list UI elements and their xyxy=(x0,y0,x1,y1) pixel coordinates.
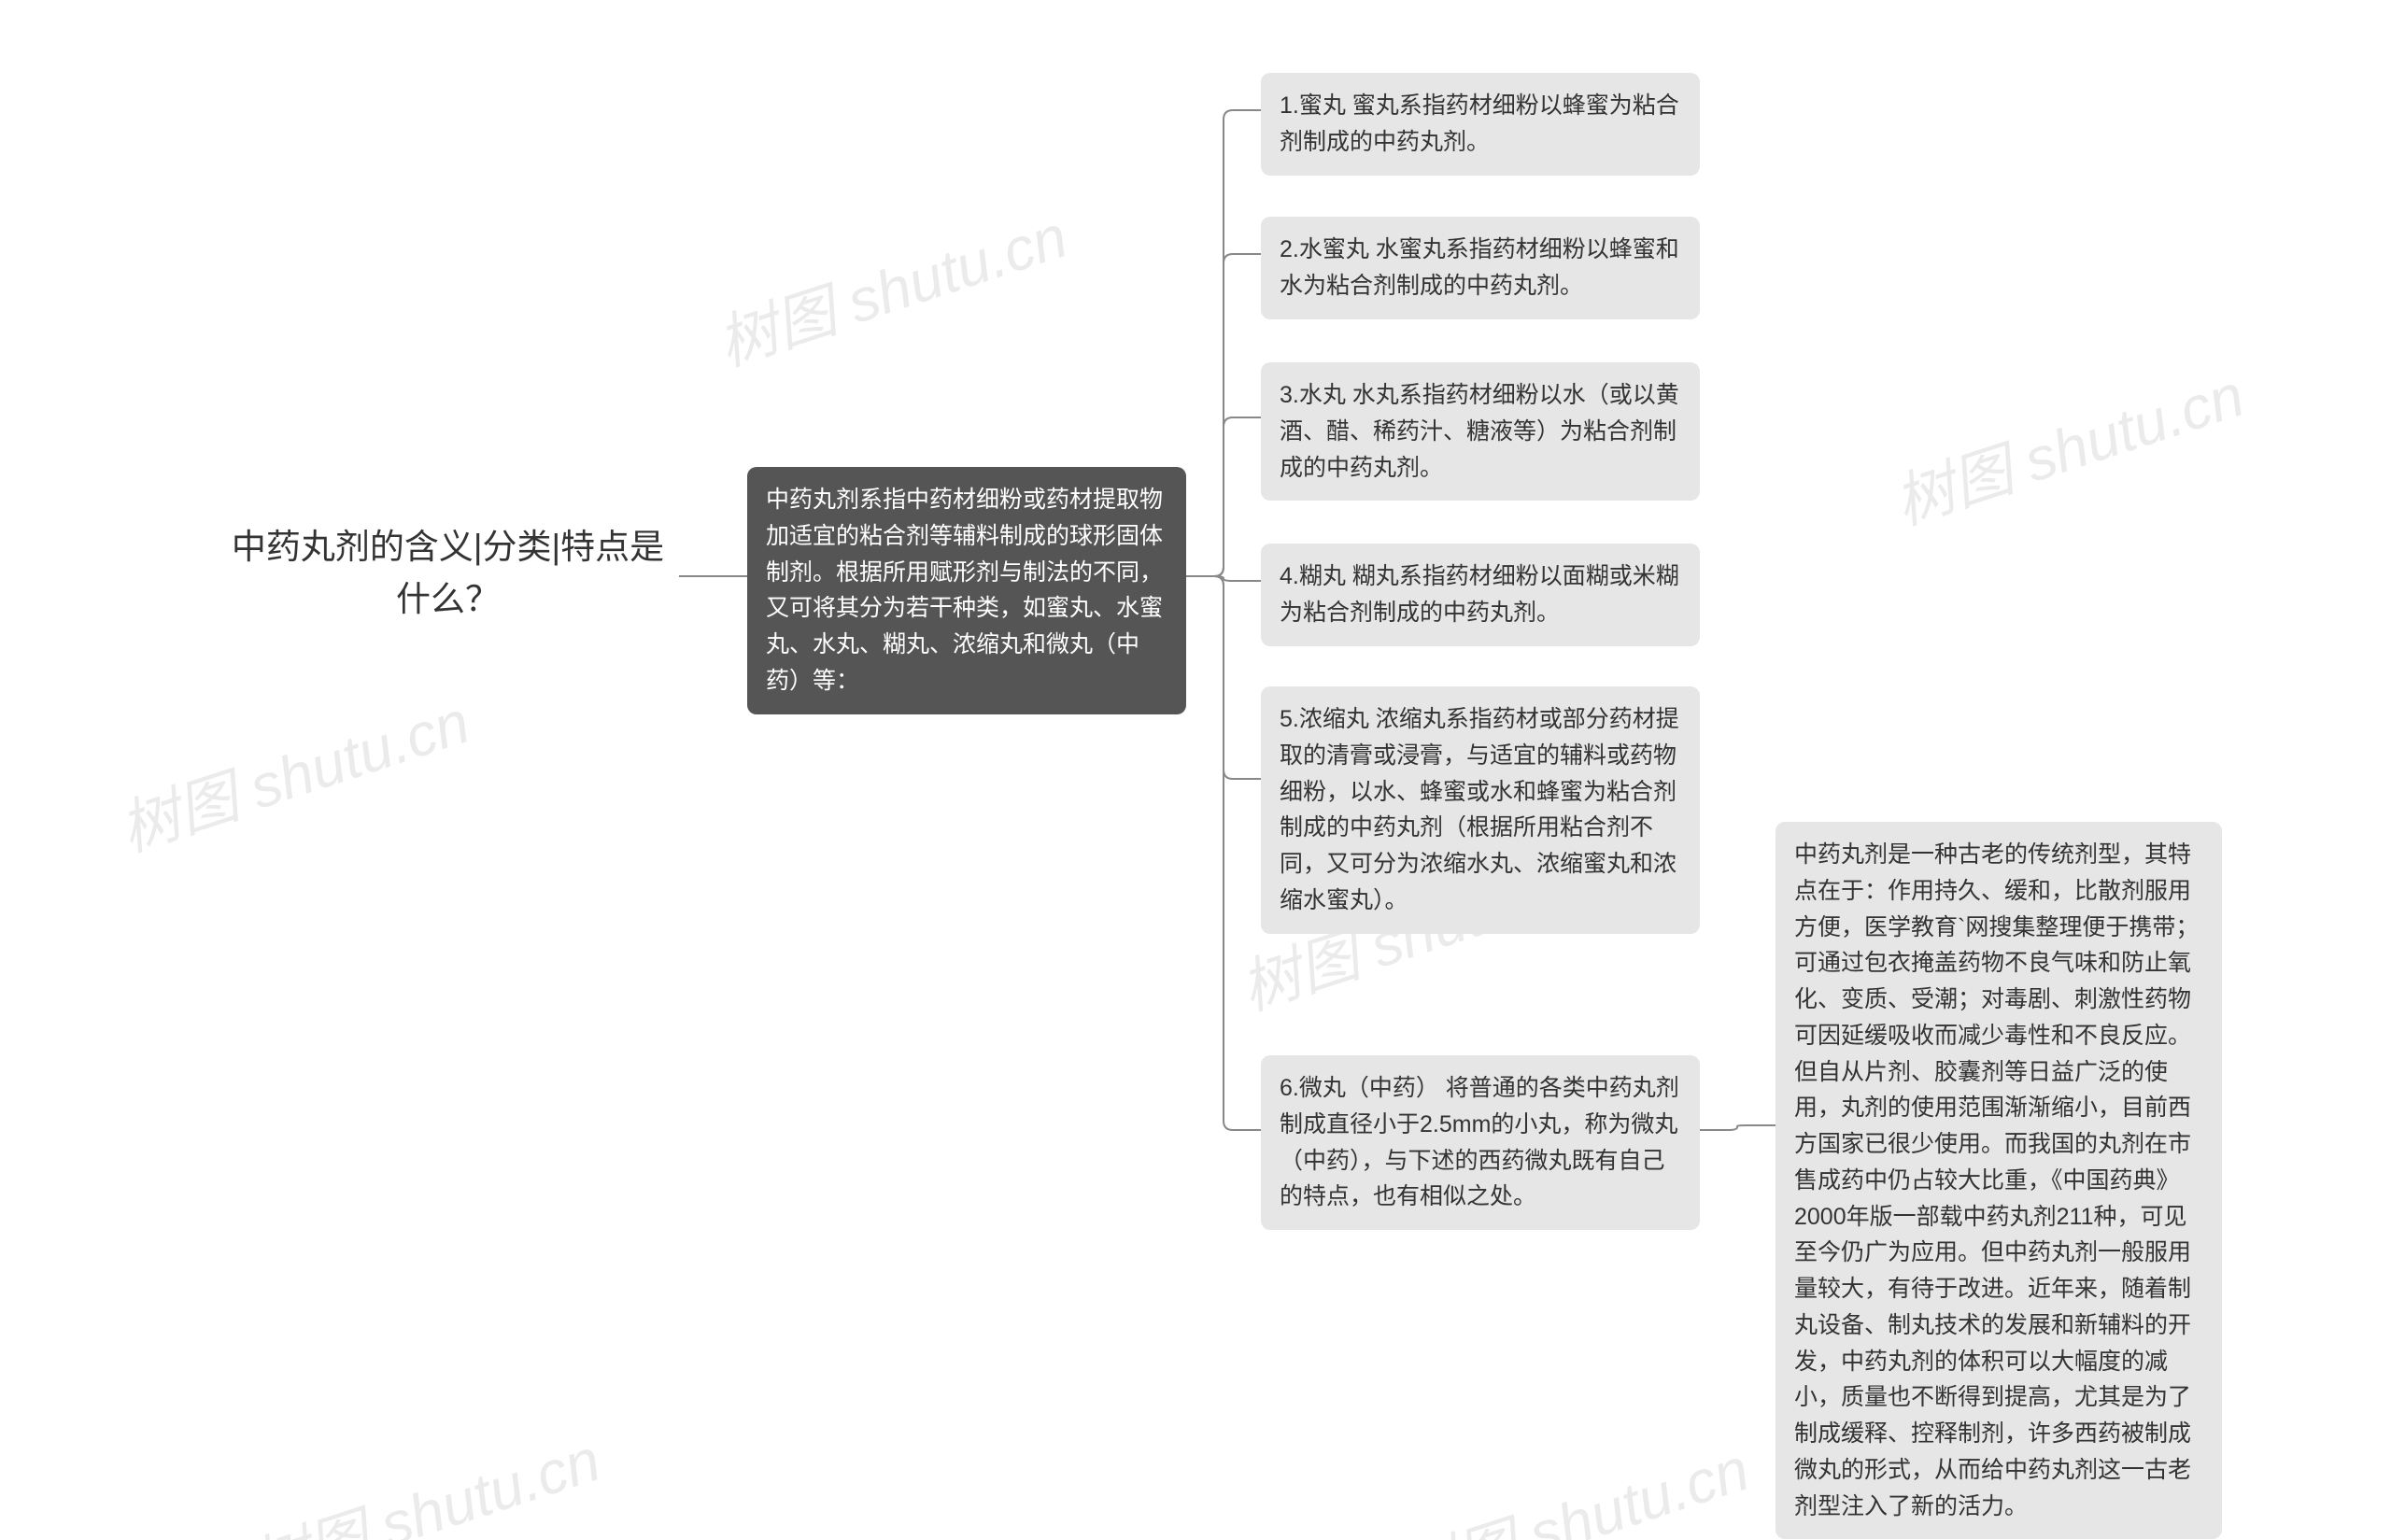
leaf6-detail-node: 中药丸剂是一种古老的传统剂型，其特点在于：作用持久、缓和，比散剂服用方便，医学教… xyxy=(1776,822,2222,1539)
root-node: 中药丸剂的含义|分类|特点是什么？ xyxy=(217,521,679,625)
watermark: 树图 shutu.cn xyxy=(1882,347,2253,541)
watermark: 树图 shutu.cn xyxy=(107,674,478,868)
watermark: 树图 shutu.cn xyxy=(238,1412,609,1540)
leaf-node-1: 1.蜜丸 蜜丸系指药材细粉以蜂蜜为粘合剂制成的中药丸剂。 xyxy=(1261,73,1700,176)
leaf-node-3: 3.水丸 水丸系指药材细粉以水（或以黄酒、醋、稀药汁、糖液等）为粘合剂制成的中药… xyxy=(1261,362,1700,501)
watermark: 树图 shutu.cn xyxy=(1387,1421,1758,1540)
leaf-node-2: 2.水蜜丸 水蜜丸系指药材细粉以蜂蜜和水为粘合剂制成的中药丸剂。 xyxy=(1261,217,1700,319)
leaf-node-6: 6.微丸（中药） 将普通的各类中药丸剂制成直径小于2.5mm的小丸，称为微丸（中… xyxy=(1261,1055,1700,1230)
leaf-node-5: 5.浓缩丸 浓缩丸系指药材或部分药材提取的清膏或浸膏，与适宜的辅料或药物细粉，以… xyxy=(1261,686,1700,934)
watermark: 树图 shutu.cn xyxy=(705,189,1076,382)
leaf-node-4: 4.糊丸 糊丸系指药材细粉以面糊或米糊为粘合剂制成的中药丸剂。 xyxy=(1261,544,1700,646)
level1-node: 中药丸剂系指中药材细粉或药材提取物加适宜的粘合剂等辅料制成的球形固体制剂。根据所… xyxy=(747,467,1186,714)
